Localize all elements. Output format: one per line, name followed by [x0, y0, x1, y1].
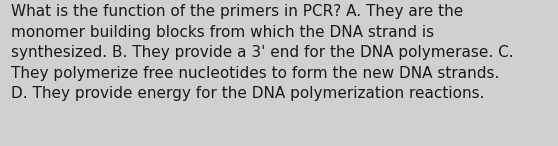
- Text: What is the function of the primers in PCR? A. They are the
monomer building blo: What is the function of the primers in P…: [11, 4, 514, 101]
